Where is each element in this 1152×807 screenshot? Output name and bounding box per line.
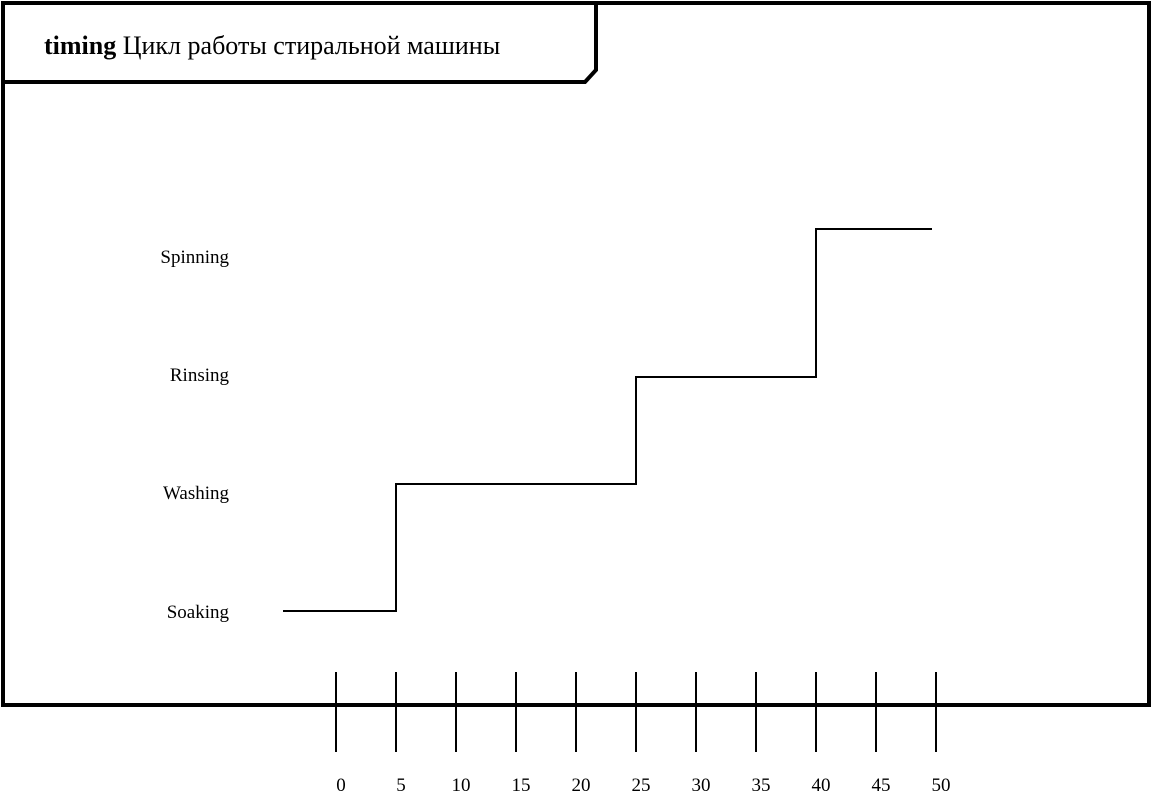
state-labels: Soaking Washing Rinsing Spinning xyxy=(160,247,229,623)
timeline xyxy=(283,228,932,612)
frame-title-tab xyxy=(3,3,598,84)
tick-label-50: 50 xyxy=(932,775,951,796)
state-label-rinsing: Rinsing xyxy=(170,365,230,386)
frame-title: timing Цикл работы стиральной машины xyxy=(44,31,500,60)
state-label-soaking: Soaking xyxy=(167,602,230,623)
tick-label-0: 0 xyxy=(336,775,346,796)
tick-label-25: 25 xyxy=(632,775,651,796)
tick-label-35: 35 xyxy=(752,775,771,796)
tick-label-15: 15 xyxy=(512,775,531,796)
tick-label-5: 5 xyxy=(396,775,406,796)
tick-label-20: 20 xyxy=(572,775,591,796)
tick-label-10: 10 xyxy=(452,775,471,796)
frame-border xyxy=(1,1,1151,707)
tick-label-30: 30 xyxy=(692,775,711,796)
frame-keyword: timing xyxy=(44,31,116,60)
tick-label-45: 45 xyxy=(872,775,891,796)
state-timeline-line xyxy=(283,228,932,612)
frame-name: Цикл работы стиральной машины xyxy=(123,31,500,60)
time-axis: 0 5 10 15 20 25 30 35 40 45 50 xyxy=(335,672,951,796)
state-label-washing: Washing xyxy=(163,483,230,504)
tick-label-40: 40 xyxy=(812,775,831,796)
state-label-spinning: Spinning xyxy=(160,247,229,268)
